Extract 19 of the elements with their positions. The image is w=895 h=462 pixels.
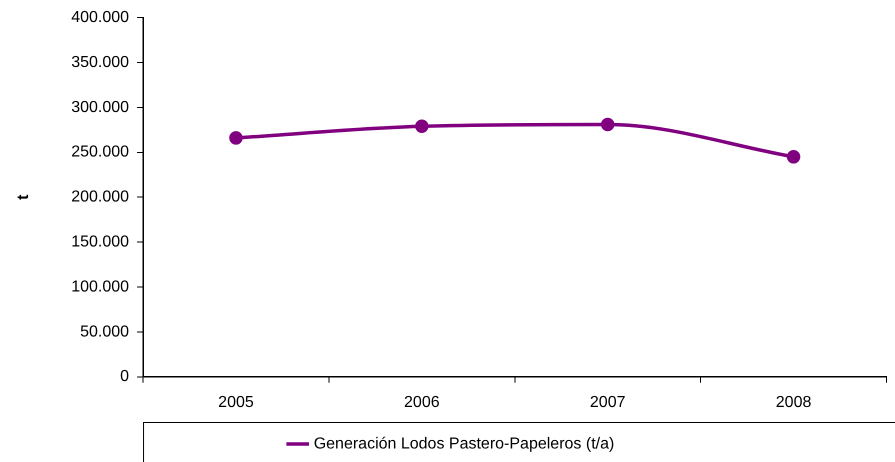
x-tick-label: 2008: [776, 394, 812, 411]
point: [415, 120, 429, 134]
x-tick-label: 2007: [590, 394, 626, 411]
point: [786, 150, 800, 164]
y-tick-label: 0: [120, 368, 130, 386]
y-tick-label: 300.000: [71, 98, 130, 116]
y-tick-label: 50.000: [80, 323, 130, 340]
y-tick-label: 200.000: [71, 188, 130, 206]
x-tick-label: 2006: [404, 394, 440, 411]
point: [229, 131, 243, 145]
y-tick-label: 350.000: [71, 54, 130, 71]
y-tick-label: 250.000: [71, 144, 130, 161]
x-tick-label: 2005: [218, 394, 254, 411]
legend-label: Generación Lodos Pastero-Papeleros (t/a): [314, 435, 614, 452]
y-axis-title: t: [15, 194, 32, 200]
y-tick-label: 150.000: [71, 234, 130, 251]
point: [600, 118, 614, 132]
y-tick-label: 100.000: [71, 278, 130, 296]
y-tick-label: 400.000: [71, 9, 130, 26]
